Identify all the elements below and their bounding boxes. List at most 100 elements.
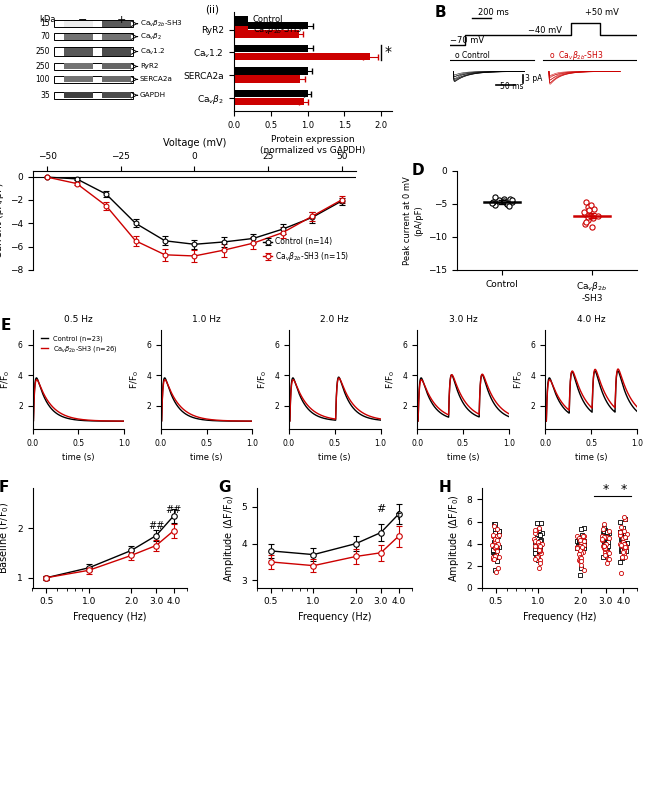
Bar — [64, 34, 93, 40]
Point — [576, 536, 586, 548]
Y-axis label: F/F$_0$: F/F$_0$ — [256, 370, 269, 389]
Point — [532, 550, 543, 562]
Point — [573, 554, 584, 566]
Text: 15: 15 — [40, 19, 50, 28]
Point — [575, 568, 586, 581]
Bar — [54, 63, 133, 70]
Point — [599, 530, 609, 543]
Point — [488, 195, 498, 208]
Point — [575, 555, 586, 567]
Point — [534, 537, 545, 550]
Point — [598, 529, 608, 542]
Text: F: F — [0, 480, 9, 495]
Point — [499, 192, 510, 205]
Point — [618, 536, 629, 548]
Point — [618, 540, 628, 552]
Text: *: * — [603, 483, 609, 496]
Point — [615, 526, 625, 539]
Point — [617, 551, 627, 563]
Point — [572, 540, 582, 553]
Point — [533, 539, 543, 551]
X-axis label: time (s): time (s) — [447, 453, 479, 462]
Point — [582, 214, 593, 227]
Point — [489, 517, 500, 530]
Point — [489, 536, 500, 549]
Point — [574, 535, 584, 547]
Point — [604, 525, 614, 537]
Point — [603, 540, 613, 552]
Point — [601, 540, 611, 553]
Point — [599, 526, 610, 539]
Point — [615, 555, 625, 568]
Point — [575, 540, 585, 552]
Point — [489, 548, 499, 561]
Point — [489, 539, 500, 551]
Point — [529, 532, 539, 545]
Text: 4.0 Hz: 4.0 Hz — [577, 314, 606, 324]
Point — [530, 527, 540, 540]
Text: Ca$_v$$\beta_2$: Ca$_v$$\beta_2$ — [140, 32, 162, 42]
Point — [617, 539, 627, 551]
Point — [490, 517, 501, 530]
Point — [530, 535, 540, 547]
Point — [532, 528, 542, 540]
Text: H: H — [439, 480, 451, 495]
Point — [534, 543, 544, 555]
Point — [616, 543, 627, 555]
Bar — [234, 90, 307, 97]
Point — [572, 542, 582, 555]
Point — [504, 199, 514, 212]
Point — [491, 565, 501, 577]
Point — [575, 537, 585, 550]
Bar — [54, 92, 133, 99]
Point — [491, 549, 501, 562]
Point — [536, 547, 547, 560]
Point — [491, 540, 501, 552]
Point — [575, 536, 585, 549]
Point — [579, 538, 590, 551]
Point — [490, 563, 501, 576]
Point — [598, 532, 608, 545]
Point — [533, 536, 543, 549]
Point — [573, 540, 583, 552]
Point — [578, 539, 589, 551]
Point — [535, 544, 545, 556]
Point — [491, 544, 502, 556]
Point — [577, 541, 587, 554]
Point — [491, 546, 501, 559]
Point — [601, 538, 611, 551]
Bar — [235, 16, 248, 24]
Point — [534, 537, 544, 550]
Point — [493, 562, 503, 574]
Point — [620, 514, 630, 526]
Bar — [234, 30, 299, 38]
Point — [615, 516, 625, 529]
X-axis label: Protein expression
(normalized vs GAPDH): Protein expression (normalized vs GAPDH) — [261, 135, 366, 155]
Point — [489, 541, 500, 554]
Point — [593, 210, 603, 223]
Text: Ca$_v$1.2: Ca$_v$1.2 — [140, 47, 165, 57]
Point — [573, 532, 584, 544]
X-axis label: time (s): time (s) — [62, 453, 94, 462]
Text: 0.5 Hz: 0.5 Hz — [64, 314, 93, 324]
Point — [531, 547, 541, 560]
Point — [603, 545, 614, 558]
Text: 250: 250 — [35, 62, 50, 71]
Point — [488, 551, 499, 563]
Point — [488, 529, 499, 542]
Point — [599, 537, 609, 550]
Point — [601, 540, 612, 552]
Point — [577, 529, 587, 542]
Point — [535, 535, 545, 547]
Point — [619, 537, 630, 550]
Point — [579, 534, 590, 547]
Point — [598, 523, 608, 536]
Point — [619, 531, 630, 544]
Point — [587, 220, 597, 233]
Point — [536, 553, 546, 566]
Point — [619, 543, 630, 555]
Point — [534, 524, 544, 536]
Point — [535, 537, 545, 550]
Point — [489, 536, 499, 549]
Legend: Control (n=14), Ca$_v\beta_{2b}$-SH3 (n=15): Control (n=14), Ca$_v\beta_{2b}$-SH3 (n=… — [260, 235, 352, 266]
